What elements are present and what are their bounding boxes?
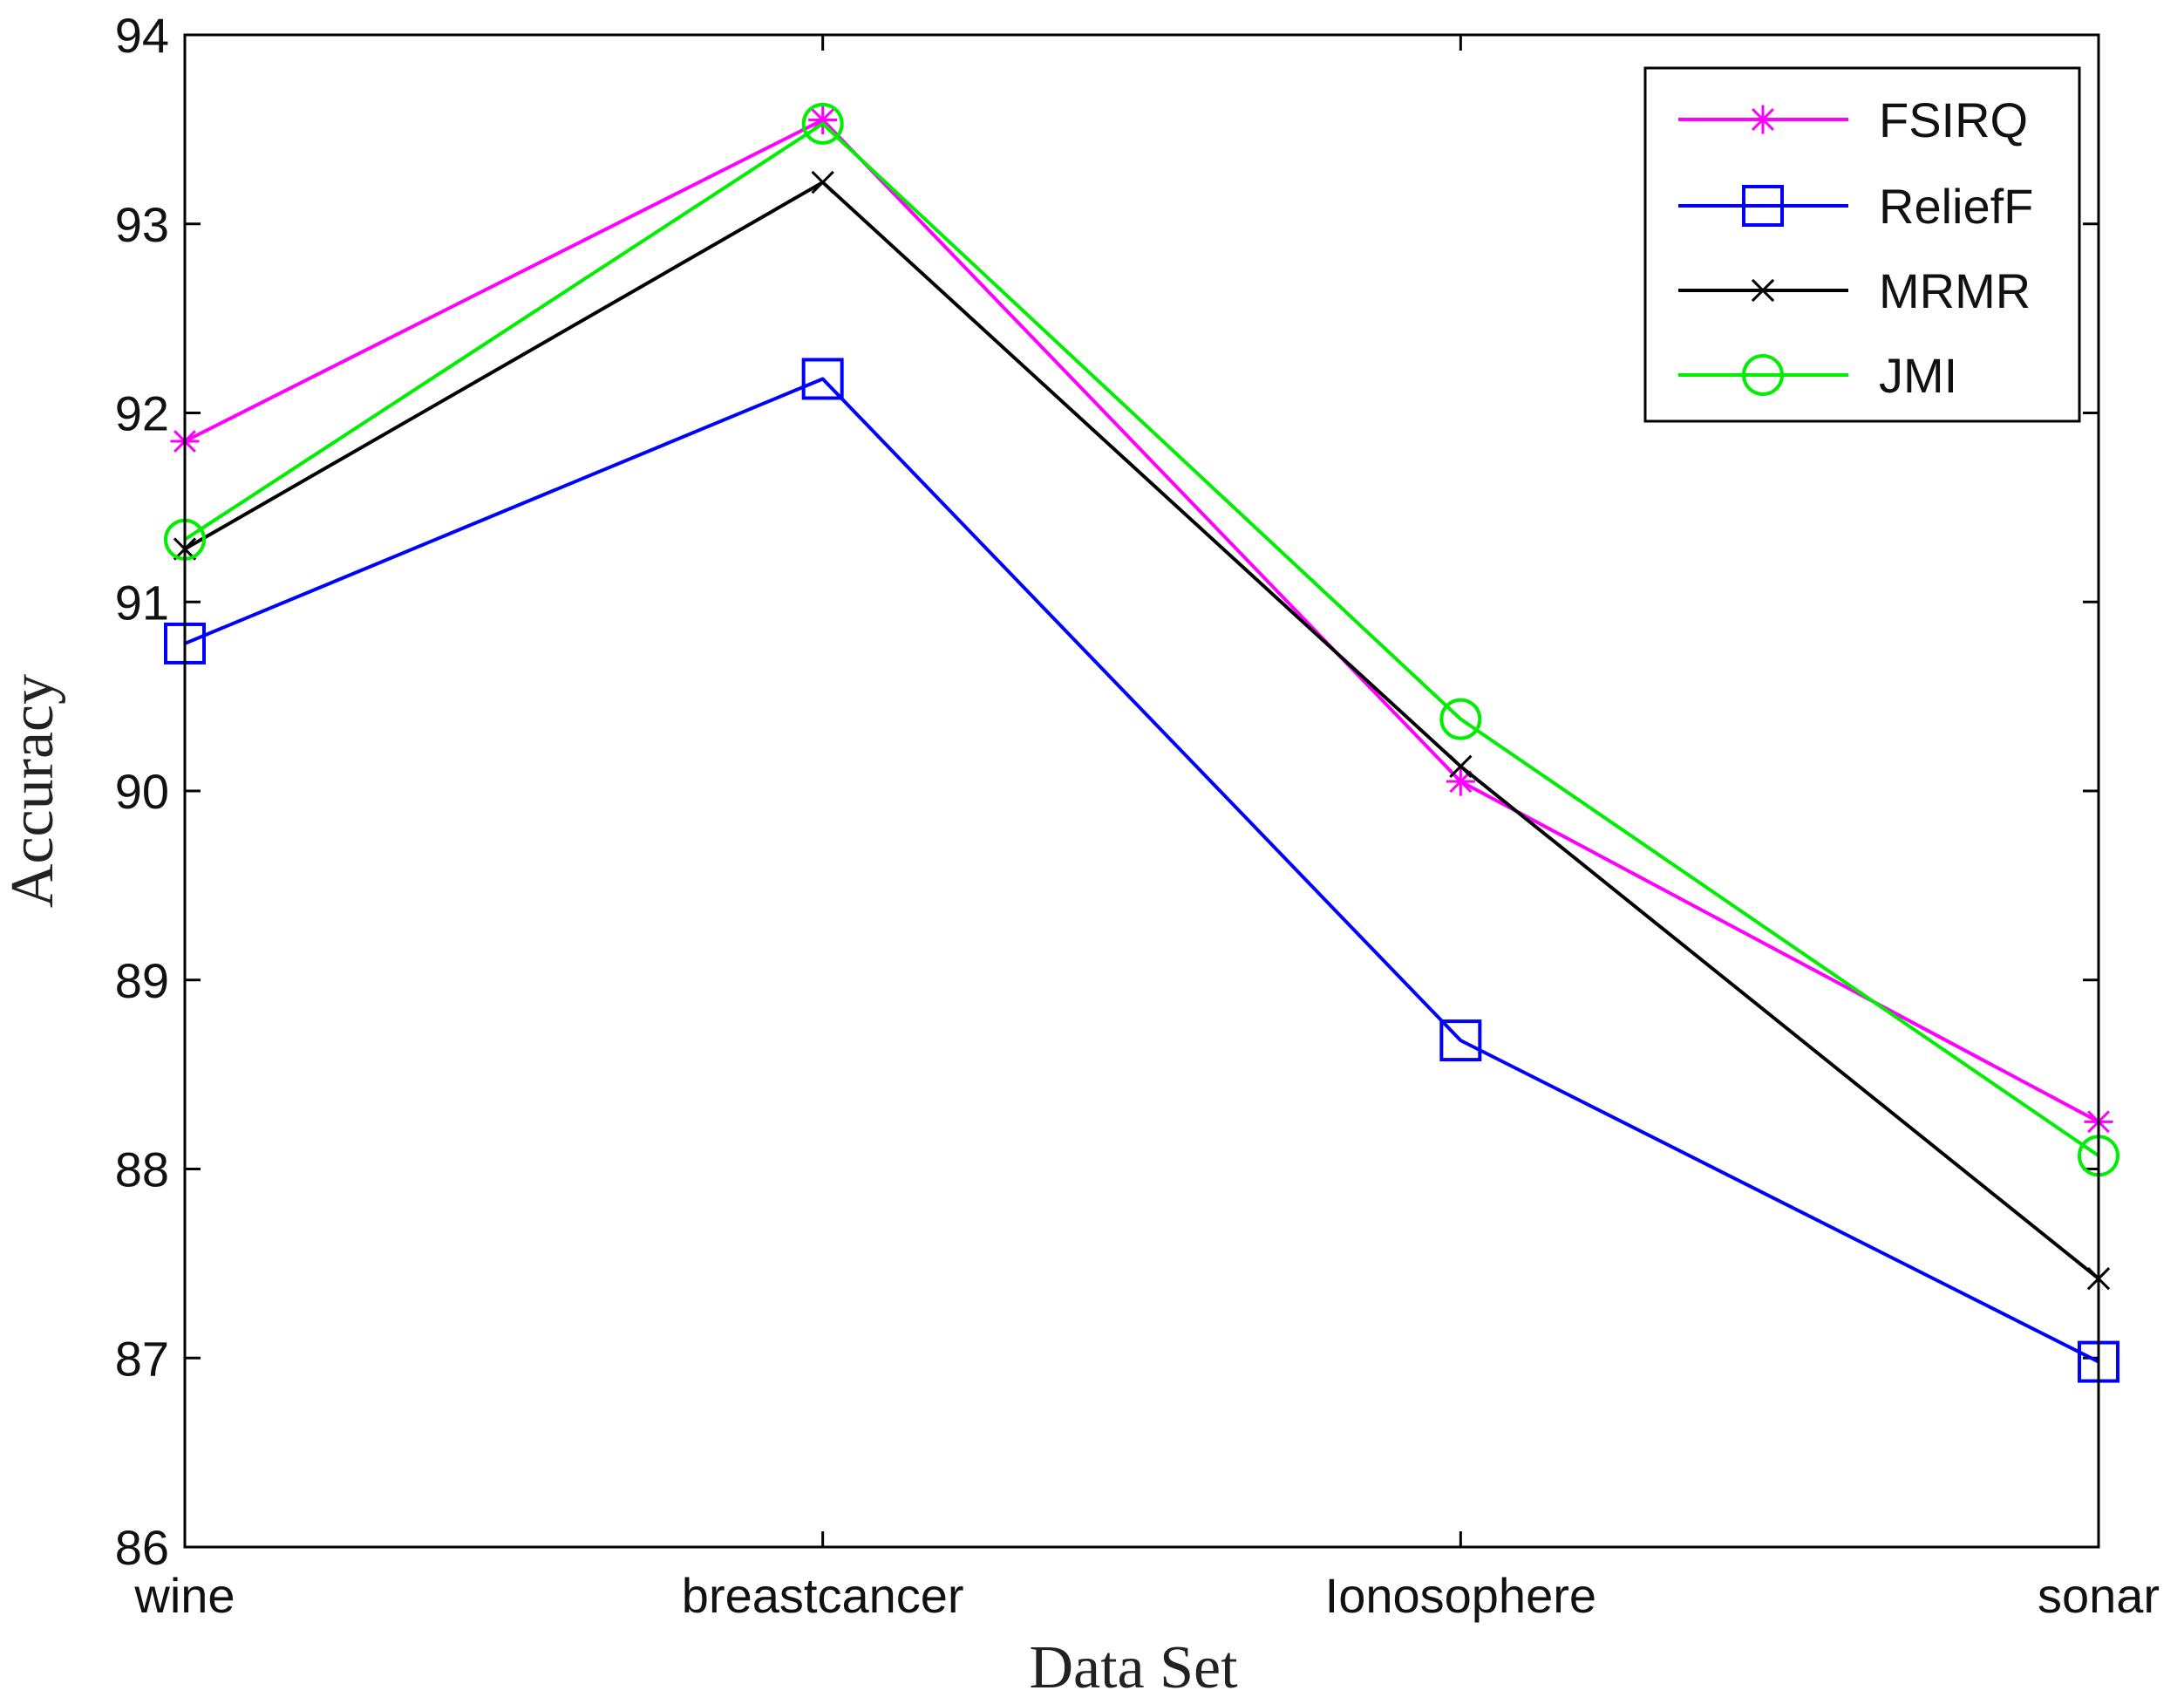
legend: FSIRQ ReliefF MRMR JMI [1643,66,2081,423]
legend-label: FSIRQ [1879,92,2028,147]
data-point [801,358,844,400]
legend-item-fsirq: FSIRQ [1678,92,2028,147]
y-tick-label: 87 [115,1331,169,1386]
x-tick-label: sonar [2038,1568,2160,1623]
data-point [1751,278,1775,303]
legend-label: JMI [1879,348,1957,403]
y-tick-label: 91 [115,575,169,630]
legend-item-jmi: JMI [1678,348,1957,403]
series-line [184,181,2100,1280]
y-tick-labels: 86 87 88 89 90 91 92 93 94 [115,8,169,1575]
data-point [1439,698,1482,740]
legend-label: MRMR [1879,263,2031,318]
legend-item-mrmr: MRMR [1678,263,2031,318]
series-line [183,121,2100,1157]
data-point [801,102,844,145]
plot-frame [183,33,2100,1549]
data-point [1439,1019,1482,1062]
y-tick-label: 89 [115,953,169,1008]
data-point [1449,754,1473,778]
x-tick-label: breastcancer [682,1568,964,1623]
x-tick-labels: wine breastcancer Ionosophere sonar [133,1568,2160,1623]
series-line [184,118,2099,1124]
y-axis-title: Accuracy [0,674,66,908]
y-tick-label: 90 [115,764,169,819]
data-point [1748,105,1778,134]
y-tick-label: 88 [115,1142,169,1197]
data-point [1446,767,1475,796]
legend-item-relieff: ReliefF [1678,179,2033,234]
data-point [811,170,834,194]
y-tick-label: 94 [115,8,169,63]
data-series [164,102,2119,1383]
y-tick-label: 86 [115,1520,169,1575]
x-axis-title: Data Set [1029,1634,1238,1701]
x-tick-label: Ionosophere [1325,1568,1596,1623]
y-tick-label: 92 [115,386,169,441]
y-tick-label: 93 [115,197,169,252]
series-line [184,377,2099,1364]
legend-box [1643,66,2081,423]
data-point [1742,185,1784,227]
x-tick-label: wine [133,1568,235,1623]
data-point [1742,354,1784,396]
legend-label: ReliefF [1879,179,2033,234]
